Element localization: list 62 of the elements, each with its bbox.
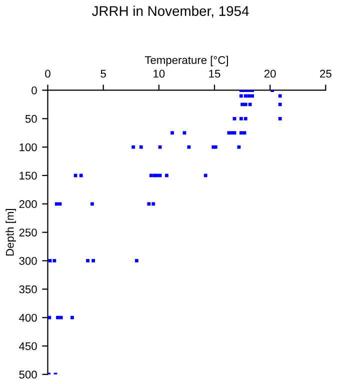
point xyxy=(250,94,254,98)
point xyxy=(158,145,162,149)
point xyxy=(92,259,96,262)
point xyxy=(237,145,241,149)
x-tick-label: 10 xyxy=(154,70,165,78)
point xyxy=(132,145,136,149)
y-tick-label: 350 xyxy=(19,285,37,294)
point xyxy=(147,202,151,206)
x-tick-label: 0 xyxy=(45,70,50,78)
point xyxy=(244,102,248,106)
x-tick-label: 25 xyxy=(320,70,332,78)
y-tick-label: 300 xyxy=(19,257,37,265)
point xyxy=(239,116,243,120)
point xyxy=(86,259,90,262)
point xyxy=(247,94,251,98)
point xyxy=(248,102,252,106)
point xyxy=(58,202,62,206)
point xyxy=(278,102,282,106)
point xyxy=(59,316,63,320)
y-tick-label: 100 xyxy=(20,143,37,152)
point xyxy=(90,202,94,206)
y-tick-label: 0 xyxy=(32,86,37,94)
point xyxy=(149,174,153,178)
point xyxy=(187,145,191,149)
y-tick-label: 50 xyxy=(25,114,37,123)
point xyxy=(170,131,174,135)
point xyxy=(227,131,231,135)
point xyxy=(244,94,248,98)
point xyxy=(48,259,52,262)
point xyxy=(278,116,282,120)
y-tick-label: 500 xyxy=(19,370,37,379)
y-axis-title: Depth [m] xyxy=(6,209,16,256)
point xyxy=(54,202,58,206)
point xyxy=(79,174,83,178)
x-tick-label: 15 xyxy=(209,70,220,78)
point xyxy=(48,316,52,320)
chart-title: JRRH in November, 1954 xyxy=(92,6,249,18)
point xyxy=(152,202,156,206)
point xyxy=(56,316,60,320)
point xyxy=(240,102,244,106)
y-tick-label: 400 xyxy=(19,314,37,322)
point xyxy=(239,131,243,135)
point xyxy=(239,94,243,98)
y-tick-label: 250 xyxy=(19,228,37,236)
point xyxy=(278,94,282,98)
y-tick-label: 200 xyxy=(19,200,37,208)
point xyxy=(232,131,236,135)
point xyxy=(164,174,168,178)
y-tick-label: 150 xyxy=(20,172,37,180)
y-tick-label: 450 xyxy=(19,342,37,350)
x-tick-label: 20 xyxy=(264,70,276,78)
x-axis-title: Temperature [°C] xyxy=(144,56,228,66)
point xyxy=(244,116,248,120)
point xyxy=(139,145,143,149)
point xyxy=(134,259,138,262)
x-tick-label: 5 xyxy=(100,70,106,78)
point xyxy=(204,174,208,178)
point xyxy=(242,131,246,135)
point xyxy=(182,131,186,135)
point xyxy=(232,116,236,120)
point xyxy=(70,316,74,320)
point xyxy=(52,259,56,262)
